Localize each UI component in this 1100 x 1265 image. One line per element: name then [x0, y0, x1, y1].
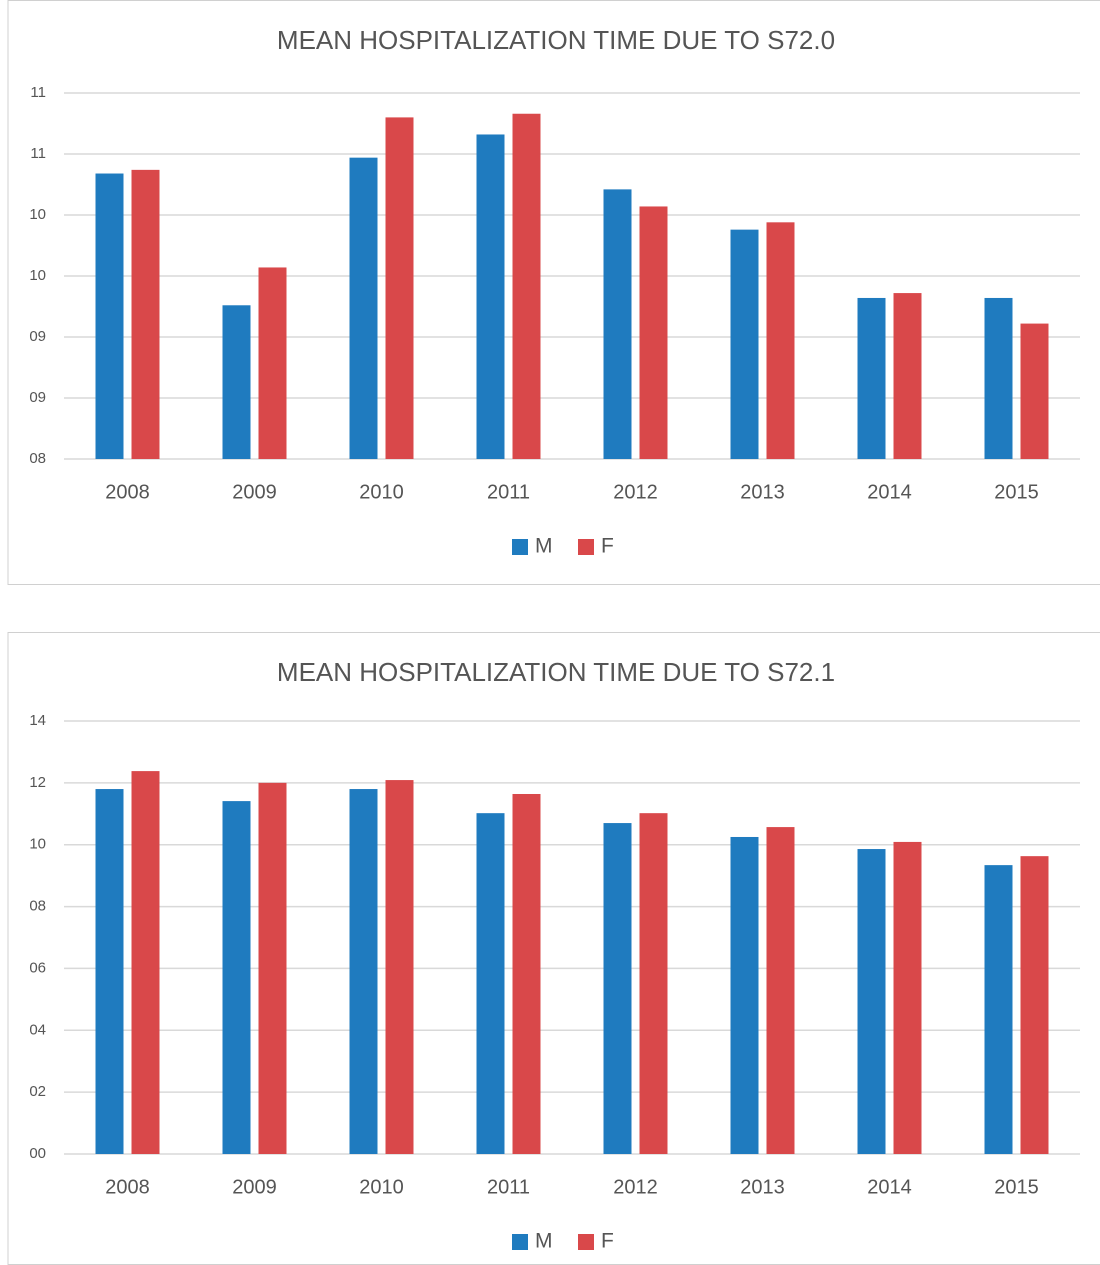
y-tick-label: 10 — [29, 836, 46, 853]
bar — [222, 305, 251, 459]
y-tick-label: 09 — [29, 389, 46, 406]
x-tick-label: 2014 — [867, 1176, 912, 1198]
bar — [857, 297, 886, 459]
x-tick-label: 2011 — [487, 481, 530, 503]
y-tick-label: 08 — [29, 898, 46, 915]
bar — [385, 780, 414, 1154]
legend-label: F — [601, 535, 614, 558]
x-tick-label: 2010 — [359, 481, 404, 503]
bar — [95, 789, 124, 1154]
bar — [730, 836, 759, 1154]
x-tick-label: 2013 — [740, 1176, 785, 1198]
bar — [893, 841, 922, 1154]
bar — [476, 134, 505, 460]
bar — [766, 222, 795, 459]
chart: MEAN HOSPITALIZATION TIME DUE TO S72.1 00… — [7, 632, 1100, 1265]
bar — [603, 189, 632, 459]
bar — [349, 157, 378, 459]
y-tick-label: 09 — [29, 328, 46, 345]
bar — [476, 813, 505, 1154]
bar — [984, 297, 1013, 459]
y-tick-label: 06 — [29, 959, 46, 976]
x-tick-label: 2013 — [740, 481, 785, 503]
y-tick-label: 00 — [29, 1145, 46, 1162]
y-tick-label: 12 — [29, 774, 46, 791]
y-tick-label: 10 — [29, 206, 46, 223]
x-tick-label: 2014 — [867, 481, 912, 503]
legend-swatch — [578, 1234, 594, 1250]
bar — [512, 793, 541, 1154]
bar — [258, 267, 287, 459]
bar — [730, 229, 759, 459]
x-tick-label: 2015 — [994, 481, 1039, 503]
bar — [131, 771, 160, 1154]
bar — [639, 813, 668, 1154]
y-tick-label: 04 — [29, 1021, 46, 1038]
y-tick-label: 11 — [30, 84, 46, 101]
x-tick-label: 2008 — [105, 481, 150, 503]
legend-swatch — [578, 539, 594, 555]
bar — [639, 206, 668, 459]
bar — [95, 173, 124, 459]
bar — [131, 169, 160, 460]
bar — [1020, 323, 1049, 459]
bar — [1020, 856, 1049, 1154]
bar — [385, 117, 414, 460]
y-tick-label: 08 — [29, 450, 46, 467]
bar — [603, 823, 632, 1154]
x-tick-label: 2008 — [105, 1176, 150, 1198]
x-tick-label: 2009 — [232, 481, 277, 503]
bar — [258, 782, 287, 1154]
chart: MEAN HOSPITALIZATION TIME DUE TO S72.0 08… — [7, 0, 1100, 585]
legend-label: M — [535, 535, 553, 558]
x-tick-label: 2011 — [487, 1176, 530, 1198]
chart-title: MEAN HOSPITALIZATION TIME DUE TO S72.1 — [277, 657, 835, 687]
bar — [349, 789, 378, 1154]
legend-label: M — [535, 1230, 553, 1253]
y-tick-label: 14 — [29, 712, 46, 729]
x-tick-label: 2010 — [359, 1176, 404, 1198]
x-tick-label: 2012 — [613, 481, 658, 503]
y-tick-label: 02 — [29, 1083, 46, 1100]
x-tick-label: 2015 — [994, 1176, 1039, 1198]
bar — [984, 865, 1013, 1154]
y-tick-label: 10 — [29, 267, 46, 284]
x-tick-label: 2012 — [613, 1176, 658, 1198]
chart-title: MEAN HOSPITALIZATION TIME DUE TO S72.0 — [277, 25, 835, 55]
x-tick-label: 2009 — [232, 1176, 277, 1198]
legend-swatch — [512, 539, 528, 555]
chart-frame — [7, 0, 1100, 585]
bar — [222, 801, 251, 1154]
bar — [512, 113, 541, 460]
bar — [893, 293, 922, 459]
legend-label: F — [601, 1230, 614, 1253]
y-tick-label: 11 — [30, 145, 46, 162]
legend-swatch — [512, 1234, 528, 1250]
bar — [857, 849, 886, 1154]
chart-frame — [7, 632, 1100, 1265]
bar — [766, 827, 795, 1154]
